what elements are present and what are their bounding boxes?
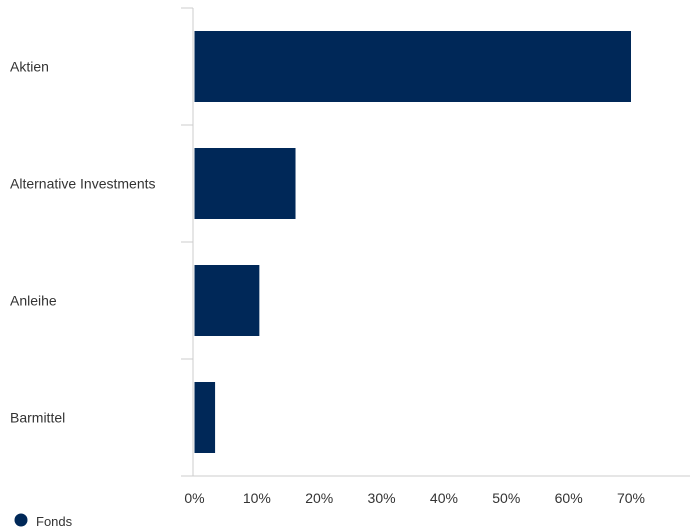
bar-aktien[interactable] xyxy=(194,31,632,102)
bar-alternative-investments[interactable] xyxy=(194,148,296,219)
bar-anleihe[interactable] xyxy=(194,265,260,336)
x-tick-label: 10% xyxy=(243,490,271,506)
x-tick-label: 50% xyxy=(492,490,520,506)
legend-marker[interactable] xyxy=(14,513,28,527)
x-tick-label: 20% xyxy=(305,490,333,506)
category-labels: Aktien Alternative Investments Anleihe Barm… xyxy=(10,59,156,426)
category-label: Anleihe xyxy=(10,293,57,309)
bar-barmittel[interactable] xyxy=(194,382,216,453)
legend[interactable]: Fonds xyxy=(14,513,73,530)
x-tick-label: 30% xyxy=(368,490,396,506)
x-tick-label: 60% xyxy=(555,490,583,506)
x-tick-label: 0% xyxy=(184,490,204,506)
x-tick-label: 70% xyxy=(617,490,645,506)
x-tick-label: 40% xyxy=(430,490,458,506)
category-label: Alternative Investments xyxy=(10,176,156,192)
category-label: Barmittel xyxy=(10,410,65,426)
legend-label[interactable]: Fonds xyxy=(36,514,73,529)
bars-layer xyxy=(194,31,632,453)
axis-layer xyxy=(181,7,690,477)
x-tick-labels: 0% 10% 20% 30% 40% 50% 60% 70% xyxy=(184,490,645,506)
category-label: Aktien xyxy=(10,59,49,75)
